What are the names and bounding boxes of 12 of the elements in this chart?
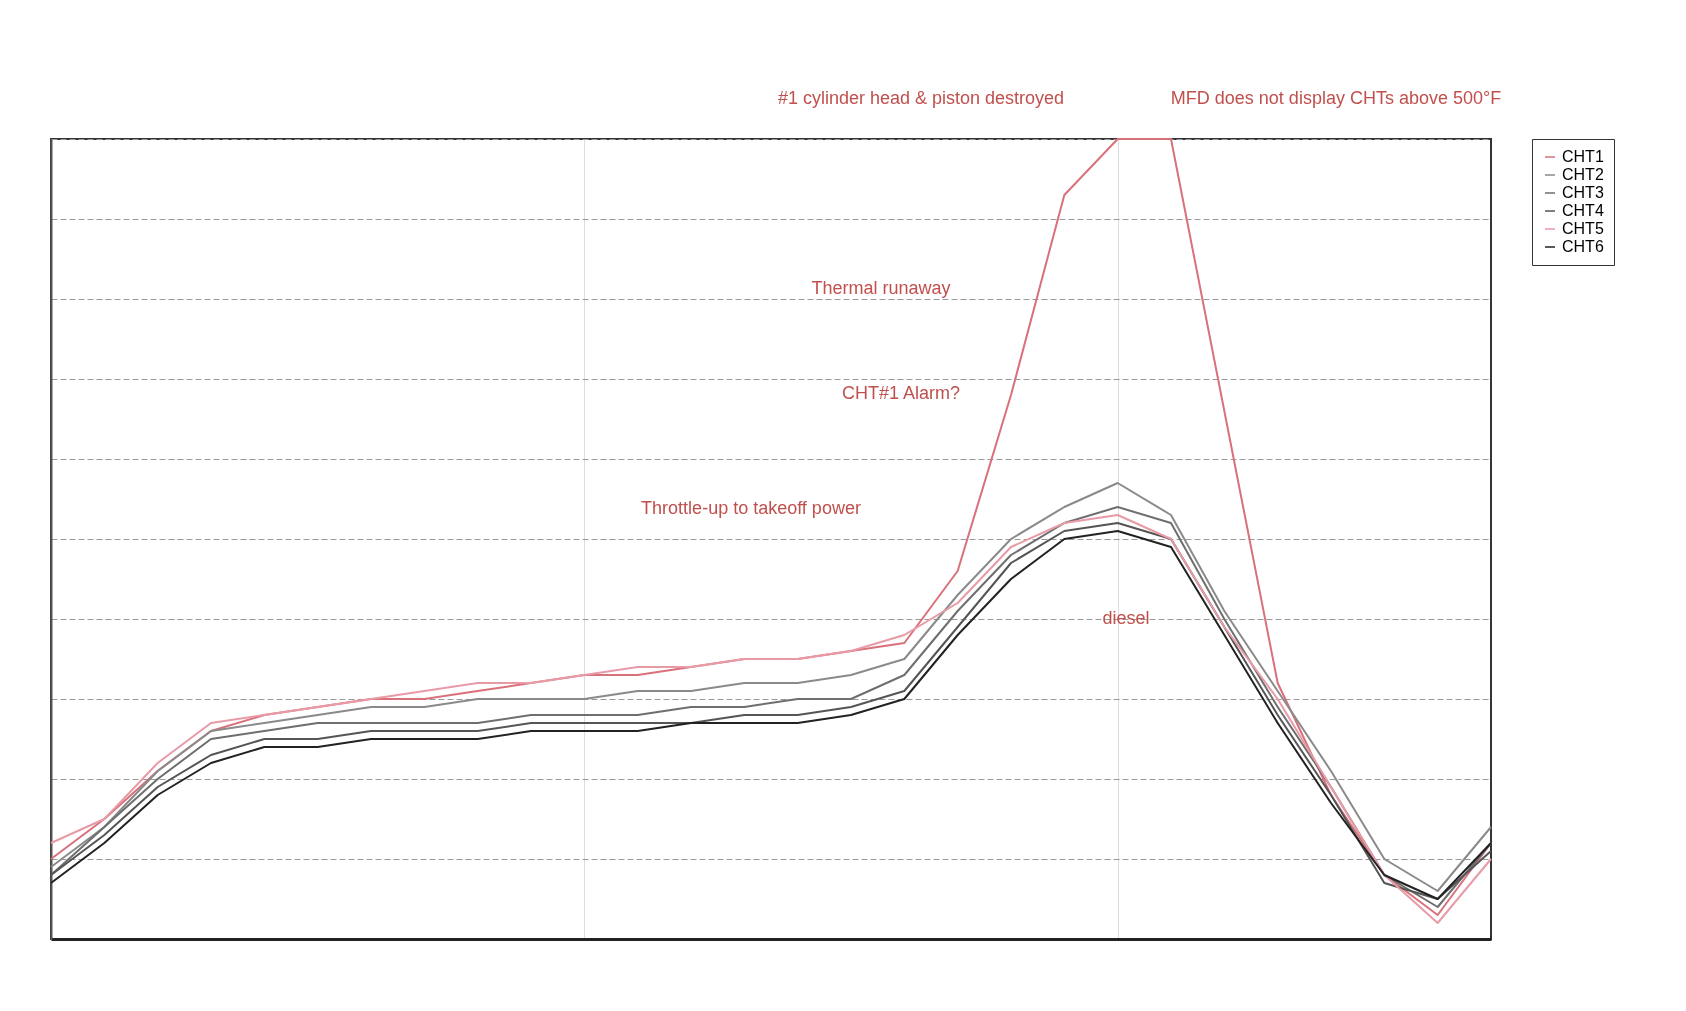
text: MFD does not display CHTs above 500°F	[1170, 88, 1502, 108]
legend-label: CHT5	[1562, 220, 1604, 237]
annotation: CHT#1 Alarm?	[841, 383, 961, 403]
text: #1 cylinder head & piston destroyed	[777, 88, 1065, 108]
annotation: diesel	[1102, 608, 1150, 628]
legend-label: CHT1	[1562, 148, 1604, 165]
legend-label: CHT6	[1562, 238, 1604, 255]
legend-label: CHT2	[1562, 166, 1604, 183]
annotation: Throttle-up to takeoff power	[641, 498, 861, 518]
annotation: Thermal runaway	[811, 278, 951, 298]
legend-label: CHT4	[1562, 202, 1604, 219]
legend-label: CHT3	[1562, 184, 1604, 201]
